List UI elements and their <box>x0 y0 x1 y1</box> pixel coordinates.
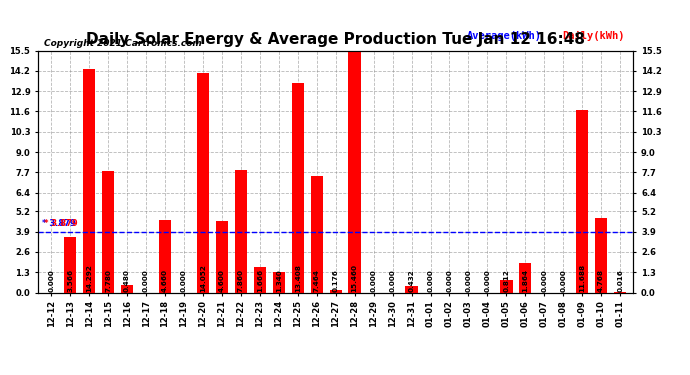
Bar <box>348 51 361 292</box>
Bar <box>64 237 77 292</box>
Text: 7.860: 7.860 <box>238 269 244 292</box>
Bar <box>235 170 247 292</box>
Text: 4.768: 4.768 <box>598 269 604 292</box>
Text: 0.000: 0.000 <box>371 269 377 292</box>
Text: Average(kWh): Average(kWh) <box>466 31 542 41</box>
Text: 14.292: 14.292 <box>86 264 92 292</box>
Text: * 3.879: * 3.879 <box>41 219 75 228</box>
Bar <box>102 171 115 292</box>
Text: 4.660: 4.660 <box>162 269 168 292</box>
Text: 4.600: 4.600 <box>219 269 225 292</box>
Text: 0.432: 0.432 <box>408 269 415 292</box>
Text: 0.000: 0.000 <box>390 269 395 292</box>
Bar <box>519 263 531 292</box>
Text: * 3.879: * 3.879 <box>44 219 77 228</box>
Text: 13.408: 13.408 <box>295 264 301 292</box>
Bar <box>121 285 133 292</box>
Text: 0.000: 0.000 <box>48 269 55 292</box>
Bar <box>159 220 171 292</box>
Bar <box>310 176 323 292</box>
Text: 0.000: 0.000 <box>143 269 149 292</box>
Text: 11.688: 11.688 <box>579 264 585 292</box>
Text: 15.460: 15.460 <box>352 264 357 292</box>
Bar <box>273 272 285 292</box>
Text: 0.000: 0.000 <box>560 269 566 292</box>
Bar <box>576 110 589 292</box>
Bar <box>216 221 228 292</box>
Text: Copyright 2021 Cartronics.com: Copyright 2021 Cartronics.com <box>44 39 201 48</box>
Bar <box>500 280 513 292</box>
Text: 0.000: 0.000 <box>484 269 491 292</box>
Bar <box>292 83 304 292</box>
Text: 0.480: 0.480 <box>124 269 130 292</box>
Text: 14.052: 14.052 <box>200 264 206 292</box>
Bar <box>254 267 266 292</box>
Text: 0.000: 0.000 <box>541 269 547 292</box>
Text: 0.000: 0.000 <box>428 269 433 292</box>
Text: 1.666: 1.666 <box>257 268 263 292</box>
Text: 7.464: 7.464 <box>314 269 319 292</box>
Text: 0.000: 0.000 <box>466 269 471 292</box>
Title: Daily Solar Energy & Average Production Tue Jan 12 16:48: Daily Solar Energy & Average Production … <box>86 32 585 46</box>
Text: 3.566: 3.566 <box>67 268 73 292</box>
Bar <box>330 290 342 292</box>
Bar <box>197 73 209 292</box>
Bar <box>83 69 95 292</box>
Text: 0.176: 0.176 <box>333 269 339 292</box>
Text: 0.016: 0.016 <box>617 269 623 292</box>
Text: Daily(kWh): Daily(kWh) <box>562 31 624 41</box>
Bar <box>406 286 417 292</box>
Text: 1.864: 1.864 <box>522 269 529 292</box>
Text: 0.812: 0.812 <box>504 269 509 292</box>
Text: 1.340: 1.340 <box>276 269 282 292</box>
Text: 0.000: 0.000 <box>181 269 187 292</box>
Text: 7.780: 7.780 <box>105 269 111 292</box>
Text: 0.000: 0.000 <box>446 269 453 292</box>
Bar <box>595 218 607 292</box>
